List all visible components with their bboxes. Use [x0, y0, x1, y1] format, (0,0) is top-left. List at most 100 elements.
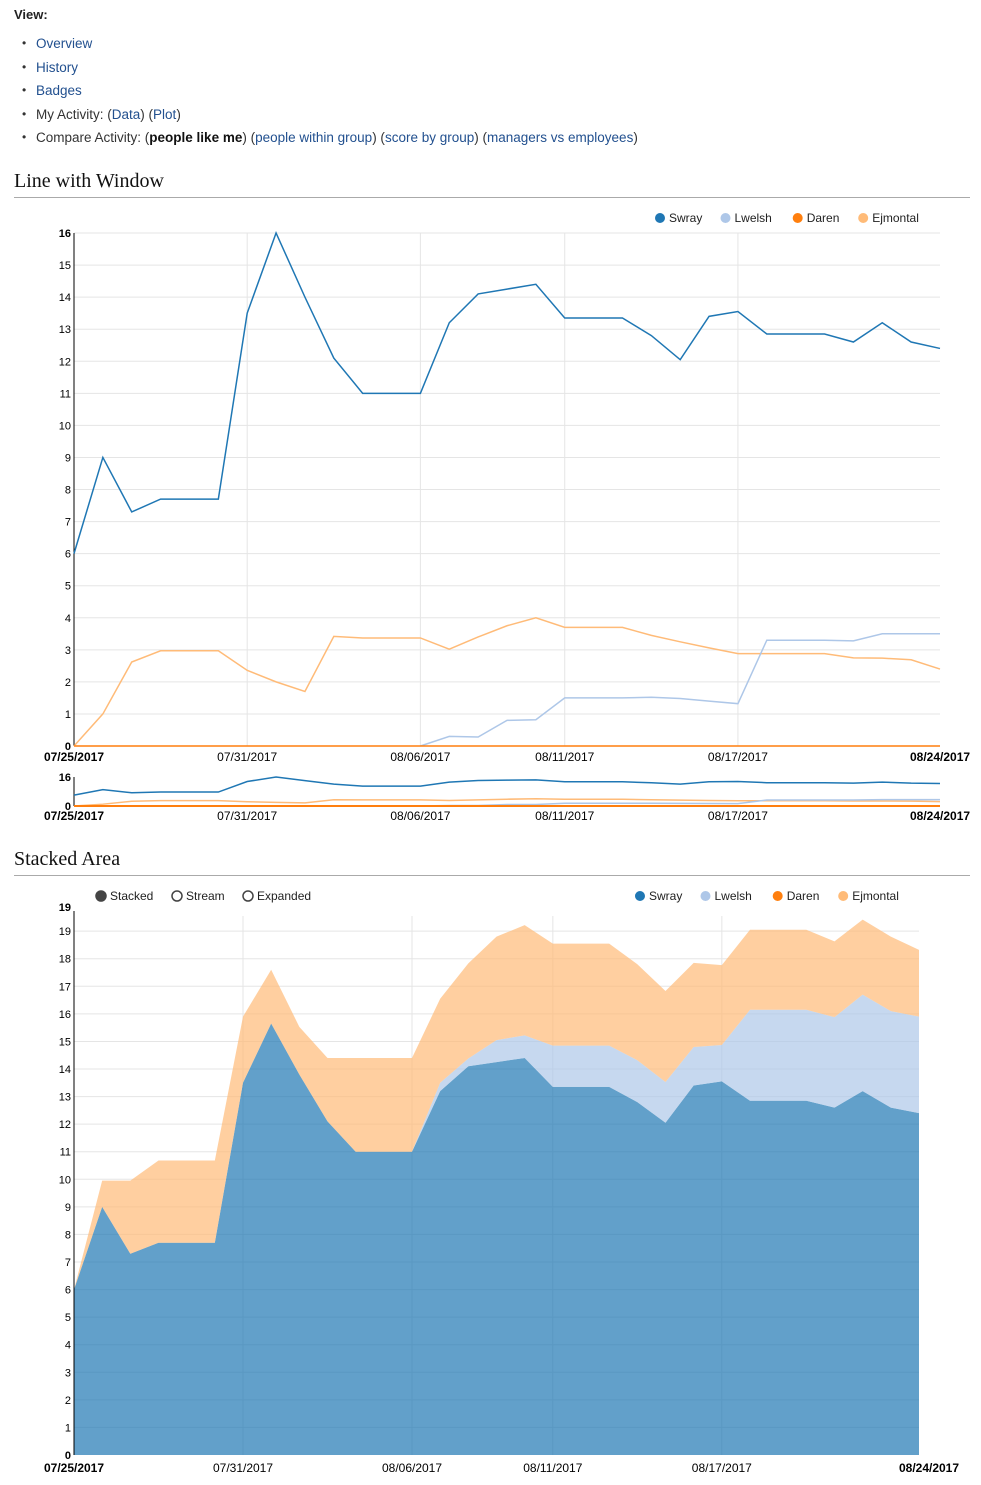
area-x-tick-label: 07/25/2017 [44, 1461, 104, 1475]
y-tick-label: 14 [59, 292, 71, 304]
y-tick-label: 9 [65, 452, 71, 464]
area-y-tick-label: 7 [65, 1257, 71, 1269]
area-mode-stream-radio [171, 890, 183, 902]
area-mode-expanded-label: Expanded [257, 889, 311, 903]
area-y-tick-label: 5 [65, 1312, 71, 1324]
window-x-tick-label: 07/31/2017 [217, 809, 277, 823]
legend-label-swray: Swray [669, 211, 702, 225]
area-mode-expanded-radio [242, 890, 254, 902]
stacked-area-chart: Stacked Stream Expanded Swray Lwelsh Daren Ejm… [44, 889, 959, 1475]
nav-item-compare: Compare Activity: (people like me) (peop… [14, 126, 638, 150]
area-y-tick-label: 14 [59, 1064, 71, 1076]
nav-item-history: History [14, 56, 638, 80]
area-x-tick-label: 08/24/2017 [899, 1461, 959, 1475]
line-series-swray [73, 231, 941, 554]
view-nav: Overview History Badges My Activity: (Da… [14, 32, 638, 150]
legend-dot-ejmontal [858, 213, 869, 223]
compare-people-like-me: people like me [149, 130, 243, 145]
y-tick-label: 3 [65, 645, 71, 657]
area-y-top-label: 19 [59, 902, 71, 914]
legend-label-daren: Daren [807, 211, 840, 225]
compare-managers-link[interactable]: managers vs employees [487, 130, 634, 145]
nav-item-badges: Badges [14, 79, 638, 103]
window-y-tick-label: 0 [65, 801, 71, 813]
area-mode-stacked-radio [95, 890, 107, 902]
area-y-tick-label: 17 [59, 981, 71, 993]
legend-dot-ejmontal [838, 891, 849, 901]
area-mode-expanded[interactable]: Expanded [242, 889, 311, 903]
area-y-tick-label: 0 [65, 1450, 71, 1462]
area-y-tick-label: 8 [65, 1229, 71, 1241]
y-tick-label: 10 [59, 420, 71, 432]
y-tick-label: 6 [65, 549, 71, 561]
window-x-tick-label: 08/17/2017 [708, 809, 768, 823]
area-series-swray [74, 1023, 919, 1455]
area-y-tick-label: 19 [59, 926, 71, 938]
y-tick-label: 13 [59, 324, 71, 336]
area-y-tick-label: 6 [65, 1285, 71, 1297]
area-y-tick-label: 1 [65, 1422, 71, 1434]
overview-link[interactable]: Overview [36, 36, 93, 51]
my-activity-plot-link[interactable]: Plot [153, 106, 177, 122]
area-y-tick-label: 4 [65, 1340, 71, 1352]
area-x-tick-label: 08/06/2017 [382, 1461, 442, 1475]
x-tick-label: 07/31/2017 [217, 750, 277, 764]
legend-item-swray[interactable]: Swray [635, 889, 682, 903]
window-series-lwelsh [420, 798, 940, 807]
x-tick-label: 07/25/2017 [44, 750, 104, 764]
area-y-tick-label: 11 [60, 1147, 71, 1159]
legend-item-ejmontal[interactable]: Ejmontal [858, 211, 919, 225]
legend-dot-daren [792, 213, 803, 223]
legend-item-swray[interactable]: Swray [655, 211, 702, 225]
x-tick-label: 08/17/2017 [708, 750, 768, 764]
legend-item-lwelsh[interactable]: Lwelsh [720, 211, 772, 225]
area-mode-stacked-label: Stacked [110, 889, 153, 903]
line-chart-title: Line with Window [14, 170, 970, 198]
window-x-tick-label: 07/25/2017 [44, 809, 104, 823]
badges-link[interactable]: Badges [36, 83, 82, 98]
nav-item-overview: Overview [14, 32, 638, 56]
area-y-tick-label: 2 [65, 1395, 71, 1407]
my-activity-label: My Activity: [36, 106, 104, 122]
legend-label-ejmontal: Ejmontal [872, 211, 919, 225]
legend-dot-swray [655, 213, 665, 223]
y-tick-label: 1 [65, 709, 71, 721]
y-tick-label: 7 [65, 517, 71, 529]
y-tick-label: 2 [65, 677, 71, 689]
area-chart-title: Stacked Area [14, 848, 970, 876]
area-y-tick-label: 10 [59, 1174, 71, 1186]
area-mode-stacked[interactable]: Stacked [95, 889, 153, 903]
window-series-ejmontal [73, 797, 941, 807]
window-series-swray [73, 776, 941, 796]
my-activity-data-link[interactable]: Data [111, 106, 141, 122]
y-tick-label: 15 [59, 260, 71, 272]
y-tick-label: 0 [65, 741, 71, 753]
window-x-tick-label: 08/24/2017 [910, 809, 970, 823]
area-x-tick-label: 08/17/2017 [692, 1461, 752, 1475]
history-link[interactable]: History [36, 59, 79, 75]
legend-label-swray: Swray [649, 889, 682, 903]
area-y-tick-label: 12 [59, 1119, 71, 1131]
view-label: View: [14, 7, 48, 22]
compare-score-by-group-link[interactable]: score by group [384, 130, 475, 145]
legend-dot-lwelsh [700, 891, 711, 901]
legend-item-ejmontal[interactable]: Ejmontal [838, 889, 899, 903]
legend-label-lwelsh: Lwelsh [735, 211, 772, 225]
area-series-ejmontal [74, 919, 919, 1290]
legend-dot-lwelsh [720, 213, 731, 223]
legend-item-daren[interactable]: Daren [772, 889, 820, 903]
y-tick-label: 11 [60, 388, 71, 400]
area-x-tick-label: 08/11/2017 [523, 1461, 582, 1475]
legend-label-lwelsh: Lwelsh [715, 889, 752, 903]
area-y-tick-label: 9 [65, 1202, 71, 1214]
legend-item-daren[interactable]: Daren [792, 211, 840, 225]
area-y-tick-label: 18 [59, 954, 71, 966]
legend-dot-daren [772, 891, 783, 901]
legend-item-lwelsh[interactable]: Lwelsh [700, 889, 752, 903]
area-mode-stream[interactable]: Stream [171, 889, 225, 903]
y-tick-label: 4 [65, 613, 71, 625]
compare-label: Compare Activity: [36, 130, 142, 145]
window-x-tick-label: 08/06/2017 [390, 809, 450, 823]
compare-within-group-link[interactable]: people within group [255, 130, 373, 145]
legend-dot-swray [635, 891, 645, 901]
